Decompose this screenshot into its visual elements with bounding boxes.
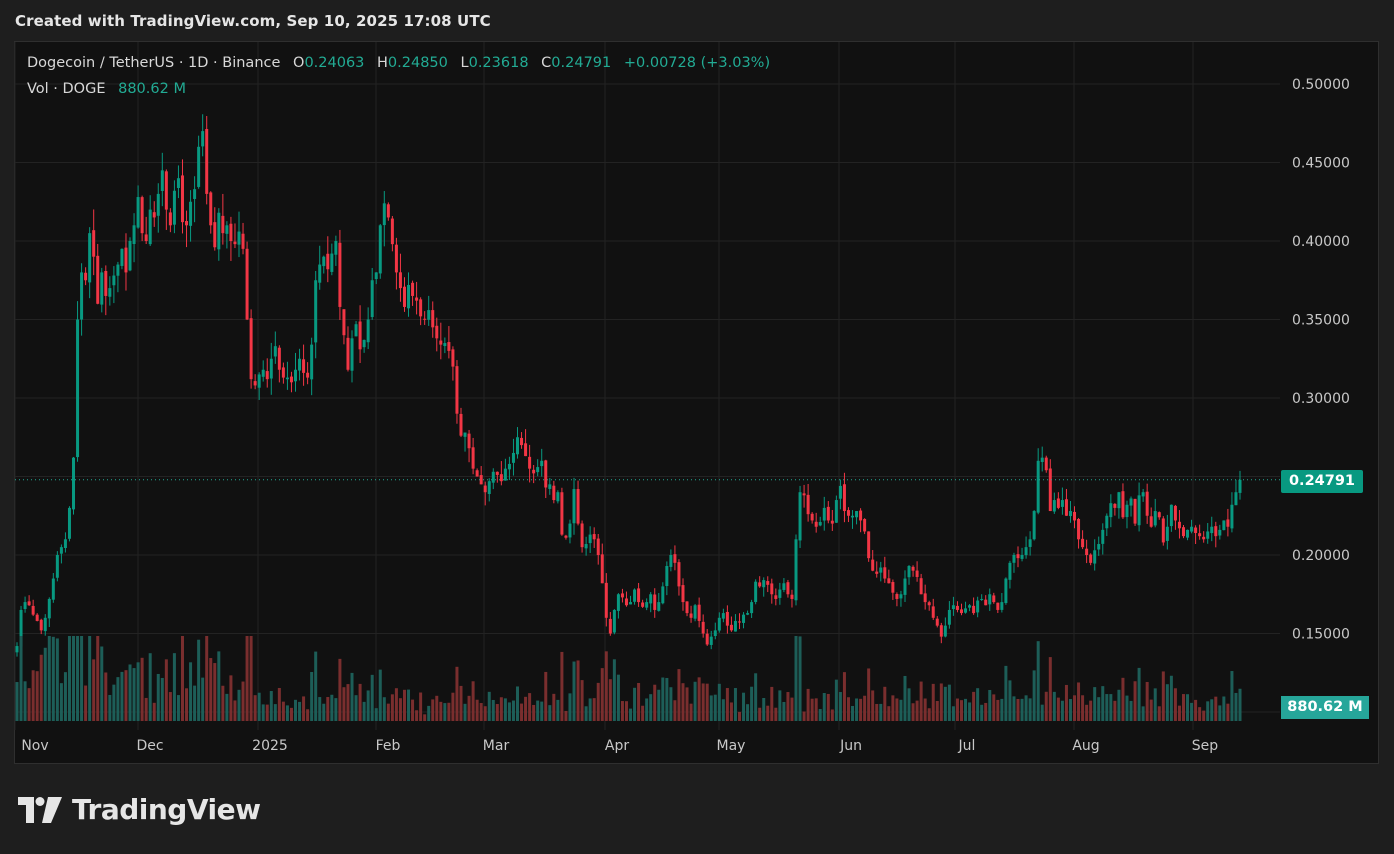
time-axis-label: Sep	[1192, 738, 1219, 754]
price-axis-label: 0.30000	[1292, 391, 1350, 407]
time-axis-label: Jun	[839, 738, 862, 754]
price-axis-label: 0.20000	[1292, 548, 1350, 564]
tradingview-logo-icon	[18, 796, 62, 823]
volume-row: Vol · DOGE 880.62 M	[27, 80, 770, 106]
chart-frame[interactable]	[14, 41, 1379, 764]
time-axis-label: Nov	[21, 738, 48, 754]
tradingview-logo[interactable]: TradingView	[18, 793, 261, 826]
price-axis-label: 0.50000	[1292, 77, 1350, 93]
grid-lines	[14, 42, 1280, 730]
low-label: L	[460, 55, 469, 71]
price-axis-label: 0.45000	[1292, 156, 1350, 172]
volume-value: 880.62 M	[118, 81, 186, 97]
price-axis-label: 0.15000	[1292, 627, 1350, 643]
time-axis-label: Mar	[483, 738, 510, 754]
created-with-caption: Created with TradingView.com, Sep 10, 20…	[15, 12, 491, 30]
high-label: H	[377, 55, 388, 71]
candles	[15, 114, 1242, 657]
time-axis-label: May	[717, 738, 746, 754]
open-label: O	[293, 55, 305, 71]
time-axis-label: Aug	[1072, 738, 1099, 754]
time-axis-label: Jul	[958, 738, 976, 754]
volume-bars	[15, 636, 1242, 721]
price-axis-label: 0.40000	[1292, 234, 1350, 250]
symbol-title[interactable]: Dogecoin / TetherUS · 1D · Binance	[27, 55, 281, 71]
last-price-badge: 0.24791	[1281, 470, 1363, 493]
ohlc-row: Dogecoin / TetherUS · 1D · Binance O0.24…	[27, 54, 770, 80]
tradingview-wordmark: TradingView	[72, 793, 261, 826]
price-axis-label: 0.35000	[1292, 313, 1350, 329]
high-value: 0.24850	[387, 55, 448, 71]
time-axis-label: Dec	[136, 738, 163, 754]
close-value: 0.24791	[551, 55, 612, 71]
time-axis-label: 2025	[252, 738, 288, 754]
low-value: 0.23618	[468, 55, 529, 71]
change-value: +0.00728 (+3.03%)	[623, 55, 771, 71]
time-axis-label: Feb	[376, 738, 401, 754]
open-value: 0.24063	[304, 55, 365, 71]
chart-legend: Dogecoin / TetherUS · 1D · Binance O0.24…	[27, 54, 770, 106]
time-axis-label: Apr	[605, 738, 629, 754]
volume-label[interactable]: Vol · DOGE	[27, 81, 106, 97]
last-volume-badge: 880.62 M	[1281, 696, 1369, 719]
close-label: C	[541, 55, 552, 71]
